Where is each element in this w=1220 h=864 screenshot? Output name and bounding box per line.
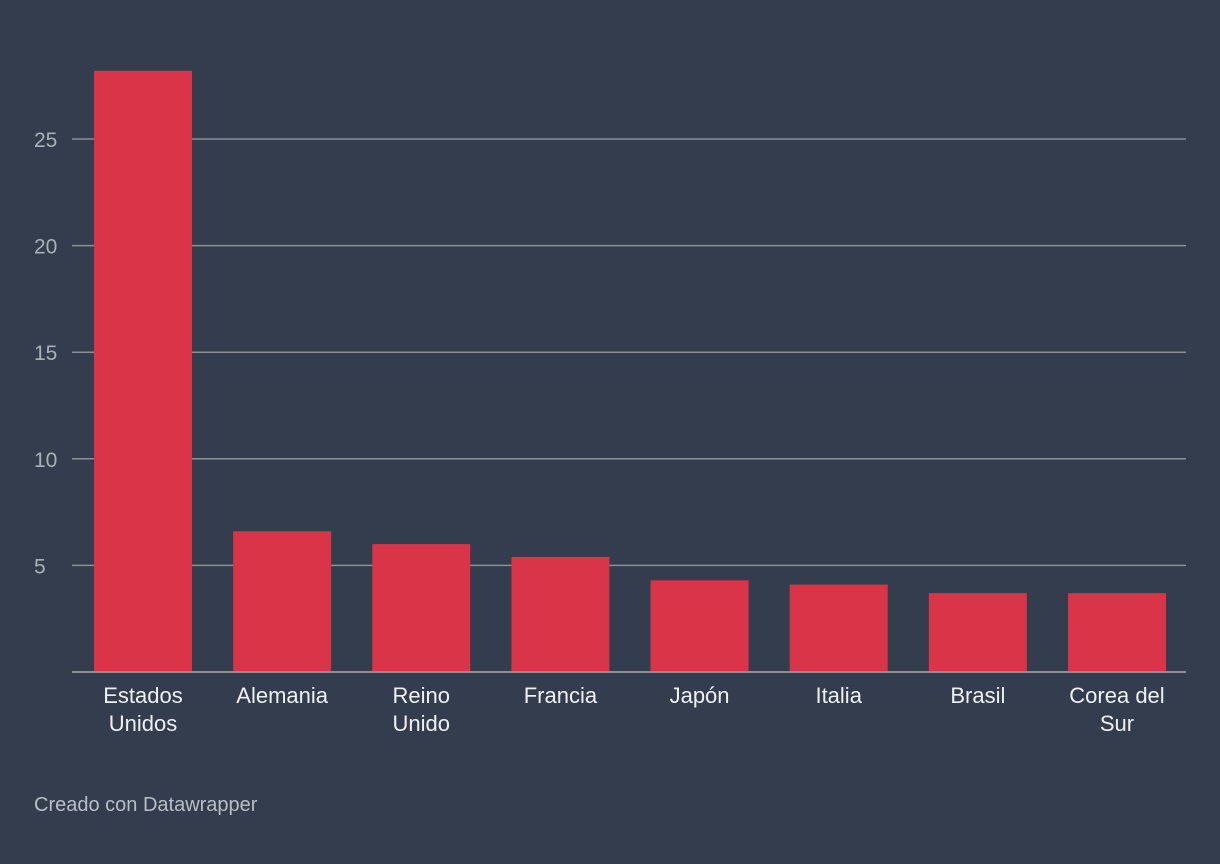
x-category-label: Italia (815, 683, 862, 708)
y-tick-label: 25 (34, 129, 57, 152)
x-category-label: Corea del Sur (1069, 683, 1164, 736)
bar (511, 556, 610, 672)
x-category-label: Reino Unido (393, 683, 450, 736)
x-category-label: Estados Unidos (103, 683, 183, 736)
y-tick-label: 15 (34, 342, 57, 365)
x-category-label: Japón (670, 683, 730, 708)
credit-text: Creado con Datawrapper (34, 794, 258, 816)
y-tick-label: 20 (34, 236, 57, 259)
y-tick-label: 5 (34, 555, 46, 578)
x-category-label: Brasil (950, 683, 1005, 708)
bar (650, 580, 749, 672)
x-category-label: Francia (524, 683, 598, 708)
bar (233, 531, 332, 672)
y-tick-label: 10 (34, 449, 57, 472)
bar (789, 584, 888, 672)
bar (372, 544, 471, 672)
x-category-label: Alemania (236, 683, 328, 708)
bar (928, 593, 1027, 672)
bar (94, 70, 192, 672)
bar (1067, 593, 1166, 672)
